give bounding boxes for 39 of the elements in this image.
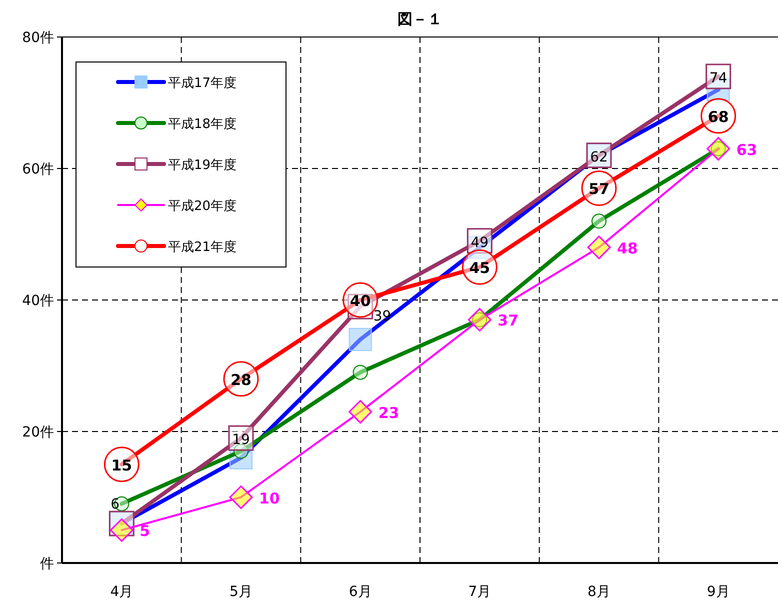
legend-label: 平成19年度 [168,157,237,173]
x-tick-label: 6月 [348,584,372,600]
point [348,400,372,424]
x-tick-label: 9月 [706,584,730,600]
data-label: 57 [588,180,610,198]
legend-label: 平成21年度 [168,239,237,255]
x-tick-label: 4月 [110,584,134,600]
data-label: 63 [736,140,758,159]
point [592,214,606,229]
legend-label: 平成18年度 [168,116,237,132]
data-label: 68 [708,108,729,126]
point [352,364,368,380]
data-label: 15 [111,456,132,474]
y-tick-label: 60件 [22,162,54,178]
x-tick-label: 5月 [230,584,252,600]
data-label: 45 [469,259,490,278]
data-label: 40 [350,292,371,310]
data-label: 28 [230,370,252,389]
point [587,236,611,260]
data-label: 5 [140,522,150,540]
data-label: 49 [470,234,489,251]
y-tick-label: 80件 [22,30,54,46]
x-tick-label: 8月 [588,584,610,600]
y-tick-label: 20件 [22,424,54,440]
data-label: 74 [709,70,728,86]
y-tick-label: 40件 [22,293,54,309]
point [229,486,253,509]
x-tick-label: 7月 [468,584,492,600]
data-label: 19 [232,432,250,448]
y-tick-label: 件 [40,556,54,572]
data-label: 23 [378,404,400,422]
legend-label: 平成20年度 [168,198,237,214]
point [468,308,492,332]
point [706,137,730,161]
data-label: 48 [617,239,638,258]
legend-label: 平成17年度 [168,75,237,91]
data-label: 37 [498,312,519,330]
data-label: 10 [259,489,280,508]
chart-title: 図－１ [398,10,442,28]
